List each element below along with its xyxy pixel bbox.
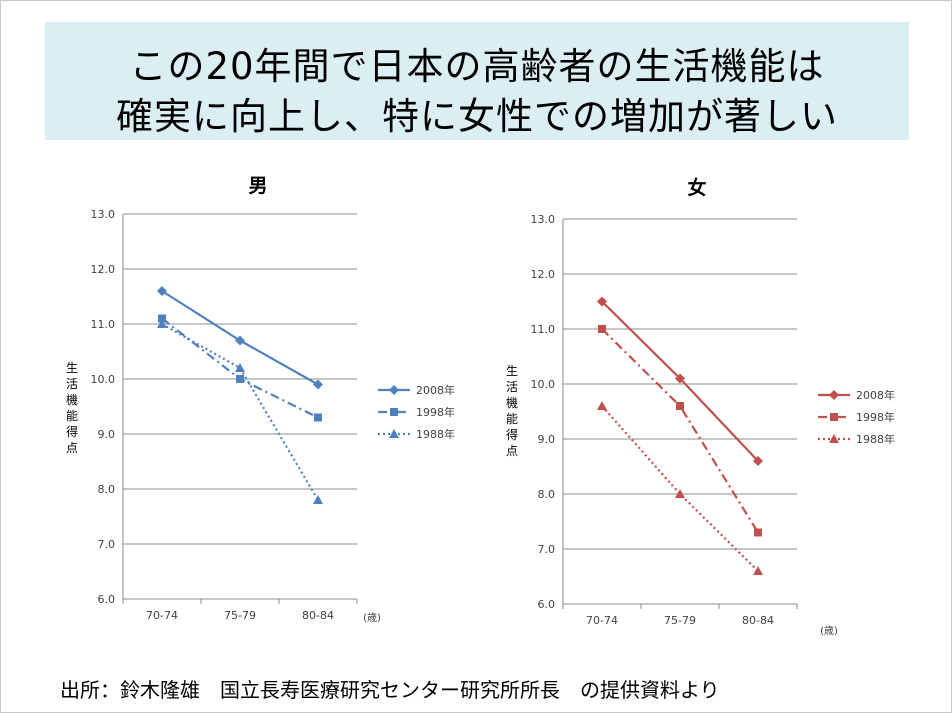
female-data-point [676, 402, 684, 410]
female-y-axis-label: 生活機能得点 [506, 364, 518, 458]
male-legend-label: 2008年 [416, 383, 455, 397]
male-legend-marker [390, 408, 398, 416]
female-ytick-label: 6.0 [538, 598, 556, 611]
female-ytick-label: 11.0 [531, 323, 556, 336]
male-data-point [313, 379, 323, 390]
female-xtick-label: 70-74 [586, 614, 618, 627]
male-ytick-label: 11.0 [91, 318, 116, 331]
female-legend-marker [830, 413, 838, 421]
male-ytick-label: 12.0 [91, 263, 116, 276]
male-ytick-label: 8.0 [98, 483, 116, 496]
female-xtick-label: 80-84 [742, 614, 774, 627]
female-legend-label: 2008年 [856, 388, 895, 402]
female-ytick-label: 8.0 [538, 488, 556, 501]
title-line-1: この20年間で日本の高齢者の生活機能は [129, 45, 825, 88]
female-ytick-label: 7.0 [538, 543, 556, 556]
male-data-point [314, 413, 322, 422]
female-series-line-1988年 [601, 405, 759, 572]
female-data-point [753, 566, 763, 575]
female-ytick-label: 13.0 [531, 213, 556, 226]
male-data-point [157, 319, 167, 328]
male-xtick-label: 80-84 [302, 609, 334, 622]
female-xtick-label: 75-79 [664, 614, 696, 627]
female-legend-label: 1998年 [856, 410, 895, 424]
female-ytick-label: 10.0 [531, 378, 556, 391]
male-legend-marker [389, 385, 399, 395]
male-y-axis-label: 生活機能得点 [66, 361, 78, 455]
title-banner: この20年間で日本の高齢者の生活機能は 確実に向上し、特に女性での増加が著しい [45, 22, 909, 140]
female-data-point [597, 296, 607, 307]
male-ytick-label: 13.0 [91, 208, 116, 221]
female-data-point [753, 456, 763, 466]
male-xtick-label: 75-79 [224, 609, 256, 622]
male-data-point [235, 363, 245, 372]
male-legend-label: 1988年 [416, 427, 455, 441]
male-xtick-label: 70-74 [146, 609, 178, 622]
male-data-point [235, 335, 245, 346]
male-ytick-label: 10.0 [91, 373, 116, 386]
title-line-2: 確実に向上し、特に女性での増加が著しい [116, 95, 838, 138]
male-data-point [236, 375, 244, 383]
female-x-unit-label: (歳) [820, 625, 838, 637]
female-ytick-label: 12.0 [531, 268, 556, 281]
male-ytick-label: 9.0 [98, 428, 116, 441]
female-series-line-1998年 [601, 328, 759, 534]
female-data-point [675, 489, 685, 498]
female-data-point [597, 401, 607, 410]
male-data-point [157, 286, 167, 296]
female-data-point [754, 528, 762, 537]
female-legend-label: 1988年 [856, 432, 895, 446]
male-legend-label: 1998年 [416, 405, 455, 419]
female-legend-marker [829, 434, 839, 443]
source-note: 出所：鈴木隆雄 国立長寿医療研究センター研究所所長 の提供資料より [60, 678, 720, 702]
male-data-point [313, 495, 323, 504]
female-data-point [598, 325, 606, 333]
female-title: 女 [687, 176, 706, 199]
female-ytick-label: 9.0 [538, 433, 556, 446]
male-series-line-1988年 [161, 323, 319, 501]
male-ytick-label: 6.0 [98, 593, 116, 606]
male-data-point [158, 314, 166, 323]
female-data-point [675, 373, 685, 384]
male-title: 男 [248, 175, 267, 197]
male-ytick-label: 7.0 [98, 538, 116, 551]
male-x-unit-label: (歳) [363, 612, 381, 624]
male-legend-marker [389, 429, 399, 438]
female-legend-marker [829, 390, 839, 400]
